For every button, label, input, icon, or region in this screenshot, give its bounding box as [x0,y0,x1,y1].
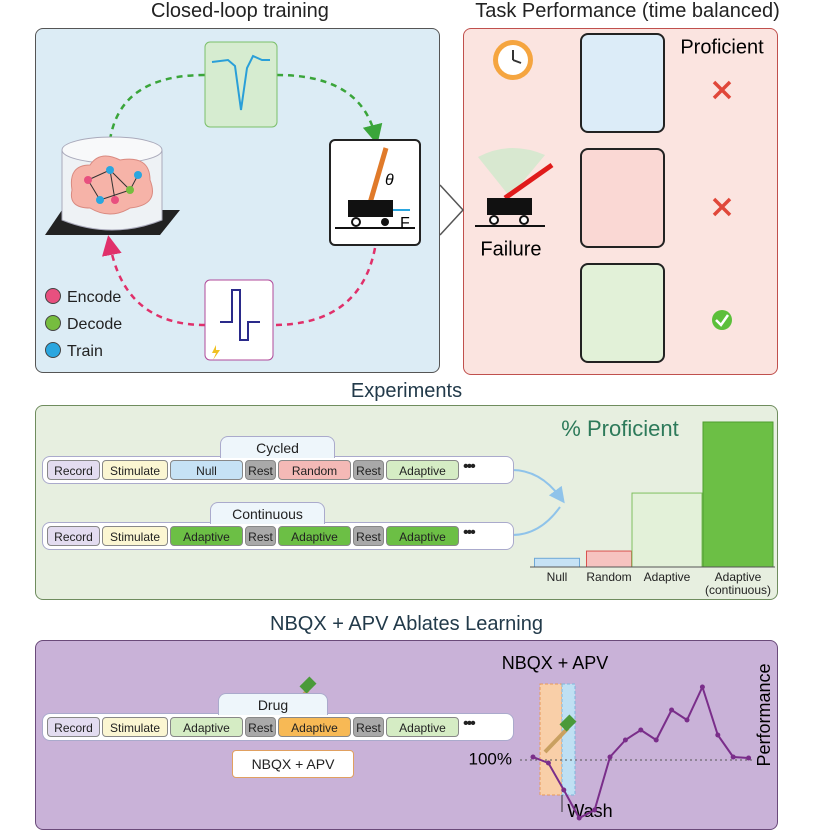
performance-point [684,717,690,723]
performance-point [607,754,613,760]
x-tick-label: Random [586,570,632,584]
section-title: Task Performance (time balanced) [475,0,780,22]
drug-name: NBQX + APV [232,750,354,778]
pipeline-step: Adaptive [386,526,459,546]
loop-arc [102,235,206,327]
proficient-mark [712,310,732,330]
x-tick-label: Adaptive [643,570,691,584]
performance-point [638,727,644,733]
pipeline-step: Record [47,526,100,546]
bar [534,557,580,568]
bar [586,550,632,568]
legend-swatch [45,315,61,331]
pipeline-step: Stimulate [102,526,168,546]
bar [702,421,774,568]
section-title: Experiments [350,380,463,402]
pipeline-tab: Drug [218,693,328,715]
y-axis-label: Performance [754,663,774,766]
legend-item: Encode [45,288,121,308]
fallen-pole [503,162,554,201]
waveform [211,54,270,111]
force-label: F [400,215,410,232]
pipeline-step: Random [278,460,351,480]
pipeline-step: Adaptive [170,526,243,546]
legend-swatch [45,288,61,304]
stim-pulse [220,289,260,341]
condition-box [580,148,665,248]
proficient-mark [712,197,732,217]
loop-arc [276,73,383,145]
proficient-mark [715,314,730,327]
chart-title: % Proficient [561,416,678,441]
pipeline-step: Null [170,460,243,480]
performance-point [730,754,736,760]
reference-label: 100% [469,749,512,768]
pipeline-step: Stimulate [102,460,168,480]
pipeline-tab: Cycled [220,436,335,458]
performance-point [746,755,752,761]
bar [631,492,703,568]
performance-point [576,815,582,821]
bolt [212,345,220,360]
proficient-header: Proficient [680,36,764,58]
pipeline-step: Rest [245,526,276,546]
pipeline-tab: Continuous [210,502,325,524]
dropper [543,714,577,754]
pipeline-step: Rest [353,717,384,737]
legend-item: Train [45,342,103,362]
performance-point [561,787,567,793]
pipeline-step: Rest [353,526,384,546]
balance-zone [478,147,545,197]
performance-point [669,707,675,713]
wash-window [561,683,576,796]
pipeline-step: Adaptive [386,460,459,480]
section-title: NBQX + APV Ablates Learning [270,613,543,635]
plot-title: NBQX + APV [502,653,609,673]
cart [348,200,393,217]
performance-point [592,807,598,813]
ellipsis: ••• [463,458,476,475]
loop-arc [108,73,206,141]
loop-arc [272,247,377,327]
legend-label: Encode [67,289,122,306]
performance-point [530,754,536,760]
x-tick-label: Adaptive (continuous) [704,570,772,597]
pipeline-step: Record [47,717,100,737]
ellipsis: ••• [463,715,476,732]
legend-label: Train [67,343,103,360]
performance-point [715,732,721,738]
pipeline-step: Rest [245,717,276,737]
theta-label: θ [385,172,394,189]
pipeline-step: Stimulate [102,717,168,737]
pipeline-step: Rest [245,460,276,480]
legend-label: Decode [67,316,123,333]
condition-box [580,263,665,363]
waveform-box [204,41,278,128]
pipeline-step: Adaptive [278,526,351,546]
performance-point [653,737,659,743]
section-title: Closed-loop training [151,0,329,22]
performance-point [699,684,705,690]
zoom-chevron [439,184,465,236]
pipeline-step: Rest [353,460,384,480]
x-tick-label: Null [546,570,568,584]
pipeline-step: Record [47,460,100,480]
failure-label: Failure [480,238,541,260]
performance-point [545,760,551,766]
organoid [70,155,153,215]
performance-point [622,737,628,743]
legend-item: Decode [45,315,122,335]
pipeline-step: Adaptive [170,717,243,737]
pole [367,147,389,204]
pipeline-step: Adaptive [386,717,459,737]
legend-swatch [45,342,61,358]
pipeline-step: Adaptive [278,717,351,737]
condition-box [580,33,665,133]
ellipsis: ••• [463,524,476,541]
proficient-mark [712,80,732,100]
